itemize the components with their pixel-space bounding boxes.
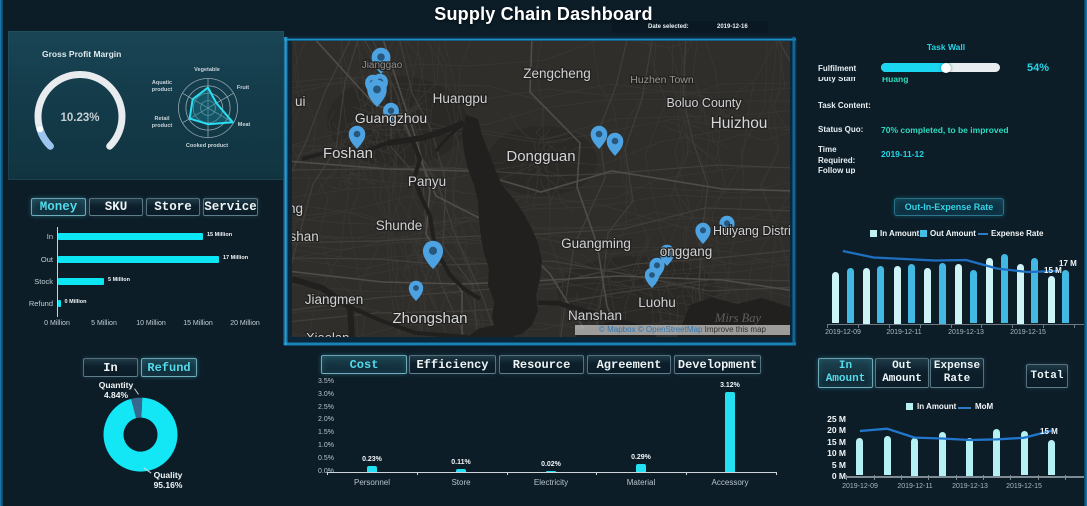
svg-text:onggang: onggang: [660, 244, 713, 259]
svg-text:Guangming: Guangming: [561, 236, 631, 251]
svg-text:eshan: eshan: [292, 229, 319, 244]
svg-text:ui: ui: [295, 94, 306, 109]
svg-text:Huangpu: Huangpu: [433, 91, 488, 106]
svg-text:Zengcheng: Zengcheng: [523, 66, 591, 81]
svg-text:Luohu: Luohu: [638, 295, 676, 310]
svg-text:Huizhou: Huizhou: [711, 115, 768, 132]
svg-text:Zhongshan: Zhongshan: [392, 310, 467, 327]
svg-text:Jiangmen: Jiangmen: [305, 292, 364, 307]
svg-text:Shunde: Shunde: [376, 218, 423, 233]
svg-text:Mirs Bay: Mirs Bay: [714, 311, 762, 325]
svg-text:Boluo County: Boluo County: [666, 96, 742, 110]
svg-text:ng: ng: [292, 201, 303, 216]
svg-text:Panyu: Panyu: [408, 174, 446, 189]
svg-text:Nanshan: Nanshan: [568, 308, 622, 323]
svg-text:Xiaolan: Xiaolan: [306, 330, 349, 337]
svg-text:Huzhen Town: Huzhen Town: [630, 74, 694, 86]
svg-text:Foshan: Foshan: [323, 145, 373, 162]
svg-text:Huiyang Distric: Huiyang Distric: [713, 224, 790, 238]
svg-text:Guangzhou: Guangzhou: [355, 110, 427, 126]
svg-text:Dongguan: Dongguan: [506, 148, 575, 165]
svg-text:Jianggao: Jianggao: [362, 60, 403, 71]
